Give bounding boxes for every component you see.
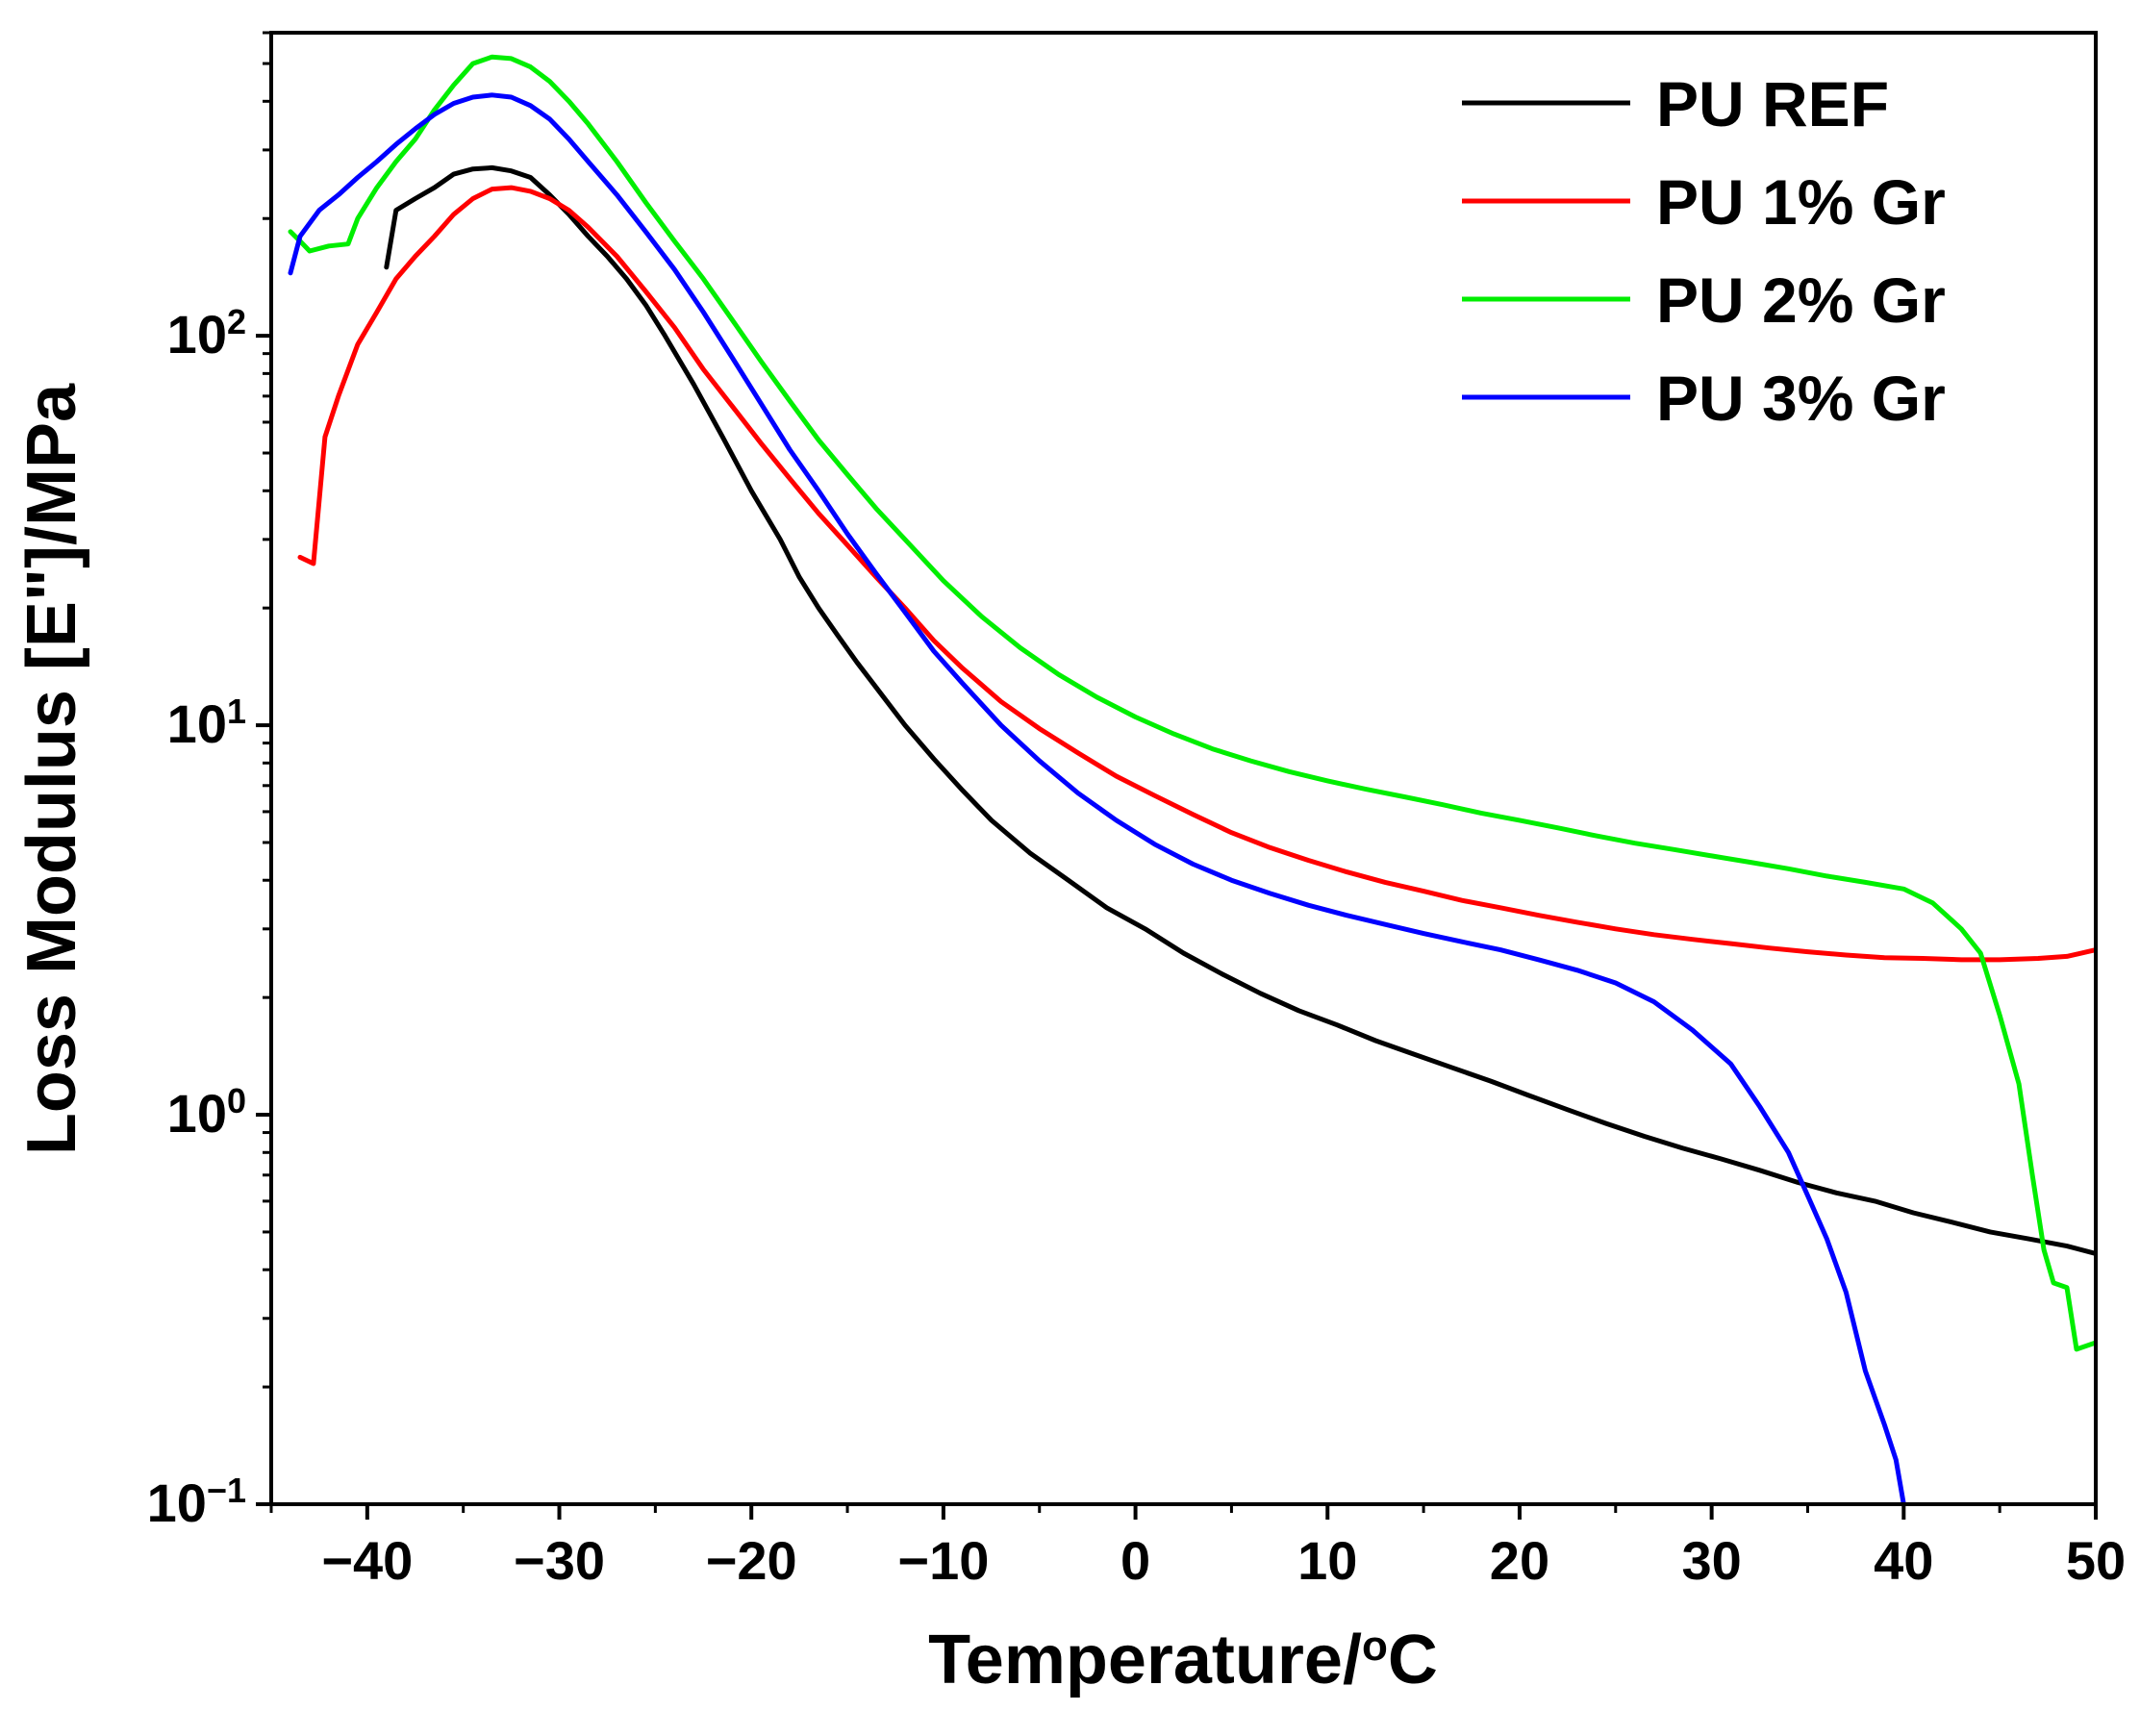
x-tick-label: 30 [1681,1530,1741,1591]
y-axis-title: Loss Modulus [E"]/MPa [13,383,90,1155]
x-tick-label: −40 [321,1530,413,1591]
y-tick-exponent: −1 [207,1471,246,1510]
x-tick-label: 40 [1874,1530,1933,1591]
legend-label-pu-1pct-gr: PU 1% Gr [1656,166,1946,238]
x-axis-title: Temperature/oC [928,1622,1438,1698]
x-tick-label: 10 [1297,1530,1357,1591]
y-tick-label: 102 [167,302,246,365]
y-tick-base: 10 [167,1083,227,1144]
y-tick-label: 101 [167,692,246,755]
y-tick-exponent: 2 [227,302,246,341]
x-tick-label: 20 [1490,1530,1549,1591]
legend-label-pu-ref: PU REF [1656,68,1889,139]
x-axis-title-sup: o [1362,1623,1388,1670]
x-tick-label: 0 [1120,1530,1150,1591]
y-tick-base: 10 [147,1472,207,1533]
series-layer [288,54,2096,1504]
y-tick-base: 10 [167,304,227,365]
x-tick-label: −30 [514,1530,605,1591]
legend-label-pu-3pct-gr: PU 3% Gr [1656,363,1946,434]
y-tick-label: 100 [167,1081,246,1145]
series-line-pu-3pct-gr [288,92,1906,1504]
y-tick-label: 10−1 [147,1471,246,1534]
series-line-pu-2pct-gr [288,54,2096,1352]
x-axis-title-main: Temperature/ [928,1622,1362,1698]
legend: PU REF PU 1% Gr PU 2% Gr PU 3% Gr [1462,68,1946,434]
y-tick-exponent: 0 [227,1081,246,1120]
x-tick-label: −20 [706,1530,797,1591]
x-tick-label: 50 [2066,1530,2126,1591]
x-axis-title-suffix: C [1388,1622,1438,1698]
y-tick-base: 10 [167,693,227,754]
legend-label-pu-2pct-gr: PU 2% Gr [1656,264,1946,336]
x-tick-label: −10 [897,1530,989,1591]
y-tick-exponent: 1 [227,692,246,731]
series-line-pu-1pct-gr [297,185,2096,963]
plot-frame [269,31,2098,1506]
